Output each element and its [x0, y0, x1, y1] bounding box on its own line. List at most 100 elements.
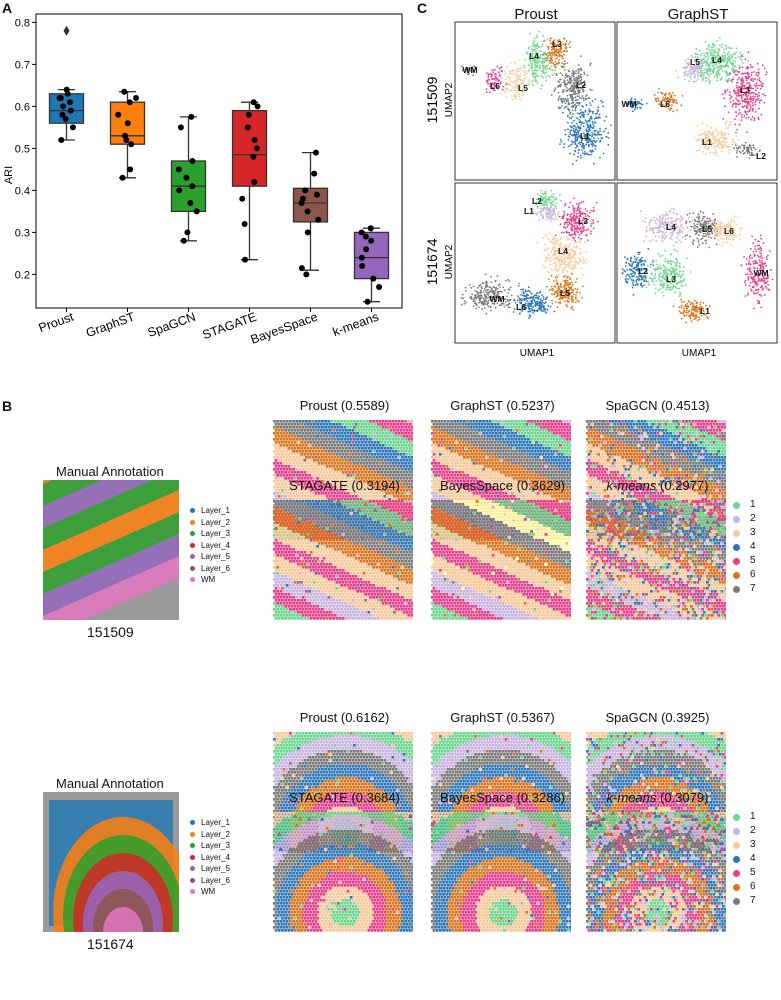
- umap-point: [653, 94, 656, 96]
- umap-point: [519, 299, 521, 302]
- umap-point: [759, 87, 762, 90]
- umap-point: [714, 218, 717, 221]
- umap-point: [556, 239, 559, 242]
- umap-point: [576, 209, 579, 211]
- umap-point: [487, 78, 490, 81]
- umap-point: [561, 291, 564, 294]
- tissue-spot: [309, 423, 313, 426]
- umap-point: [556, 252, 559, 255]
- umap-point: [587, 145, 590, 148]
- umap-point: [514, 73, 516, 76]
- tissue-spot: [279, 420, 283, 423]
- umap-point: [751, 272, 754, 275]
- umap-point: [573, 231, 576, 234]
- umap-point: [551, 208, 554, 211]
- umap-point: [714, 60, 716, 63]
- umap-point: [675, 241, 677, 244]
- umap-point: [677, 234, 680, 237]
- umap-point: [735, 51, 738, 54]
- umap-point: [656, 226, 659, 229]
- umap-point: [624, 270, 627, 273]
- tissue-spot: [298, 420, 302, 423]
- umap-point: [735, 111, 737, 114]
- umap-point: [658, 275, 661, 278]
- umap-point: [658, 221, 661, 224]
- umap-x-label-left: UMAP1: [520, 348, 555, 359]
- tissue-spot: [404, 420, 407, 423]
- tissue-spot: [385, 420, 388, 423]
- umap-point: [638, 261, 640, 264]
- umap-point: [735, 69, 737, 72]
- tissue-spot: [346, 426, 350, 429]
- umap-point: [542, 298, 545, 300]
- umap-point: [499, 81, 502, 84]
- umap-point: [562, 89, 565, 91]
- umap-point: [705, 60, 708, 63]
- tissue-spot: [308, 426, 311, 429]
- umap-point: [658, 272, 661, 275]
- umap-point: [523, 292, 525, 295]
- umap-point: [547, 56, 549, 58]
- umap-point: [582, 200, 585, 203]
- umap-point: [705, 136, 707, 139]
- umap-point: [679, 274, 682, 277]
- umap-point: [536, 193, 539, 195]
- umap-point: [504, 90, 506, 93]
- data-point: [189, 183, 196, 190]
- umap-point: [709, 151, 711, 154]
- umap-point: [764, 73, 767, 76]
- umap-point: [718, 54, 720, 57]
- umap-point: [558, 291, 560, 293]
- data-point: [183, 174, 190, 181]
- umap-point: [692, 315, 695, 318]
- umap-point: [557, 212, 560, 215]
- umap-point: [538, 295, 540, 298]
- umap-point: [578, 70, 580, 73]
- umap-point: [551, 54, 554, 57]
- umap-point: [652, 228, 654, 231]
- umap-point: [681, 231, 684, 234]
- umap-point: [626, 268, 629, 271]
- umap-point: [568, 109, 571, 112]
- umap-point: [478, 297, 481, 299]
- tissue-spot: [295, 420, 299, 423]
- umap-point: [695, 80, 698, 82]
- umap-point: [586, 139, 589, 141]
- tissue-spot: [373, 423, 377, 426]
- umap-point: [698, 316, 700, 318]
- umap-point: [557, 285, 560, 288]
- umap-point: [704, 227, 706, 230]
- umap-point: [540, 75, 543, 77]
- umap-cluster-L3: [642, 248, 692, 297]
- umap-point: [495, 288, 497, 291]
- umap-point: [564, 85, 567, 87]
- umap-point: [680, 306, 683, 309]
- umap-point: [628, 275, 631, 278]
- umap-cluster-L3: [554, 197, 599, 242]
- umap-point: [499, 82, 502, 85]
- umap-point: [563, 231, 565, 234]
- umap-point: [629, 277, 632, 279]
- umap-point: [580, 136, 583, 139]
- umap-point: [557, 50, 559, 53]
- umap-point: [679, 224, 682, 227]
- umap-point: [530, 64, 533, 67]
- umap-point: [685, 321, 687, 324]
- tissue-spot: [337, 426, 340, 429]
- umap-point: [735, 97, 737, 100]
- umap-point: [593, 117, 596, 120]
- umap-point: [533, 300, 536, 302]
- umap-point: [572, 69, 574, 72]
- umap-cluster-label: L4: [712, 55, 722, 65]
- umap-point: [569, 243, 572, 246]
- umap-point: [561, 298, 564, 300]
- umap-point: [557, 99, 560, 101]
- umap-point: [761, 263, 764, 266]
- umap-point: [580, 267, 582, 270]
- umap-point: [654, 277, 657, 280]
- umap-point: [551, 51, 554, 54]
- umap-point: [762, 93, 764, 96]
- umap-point: [675, 226, 678, 229]
- umap-point: [645, 230, 648, 233]
- umap-point: [748, 75, 751, 78]
